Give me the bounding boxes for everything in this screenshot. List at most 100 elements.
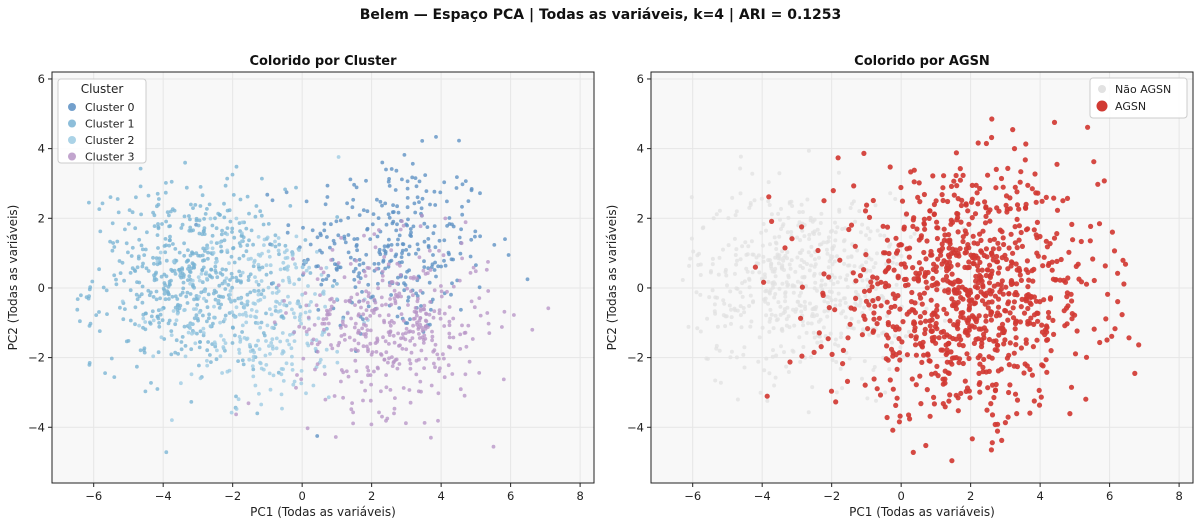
data-point-cluster2 bbox=[307, 265, 311, 270]
data-point-non_agsn bbox=[748, 293, 753, 298]
data-point-cluster0 bbox=[338, 218, 343, 223]
data-point-cluster3 bbox=[370, 308, 374, 313]
data-point-agsn bbox=[995, 281, 1001, 287]
data-point-cluster3 bbox=[441, 352, 445, 357]
data-point-cluster3 bbox=[437, 308, 442, 312]
data-point-cluster2 bbox=[253, 383, 258, 388]
data-point-cluster1 bbox=[198, 340, 203, 344]
data-point-cluster1 bbox=[87, 324, 92, 328]
y-tick-label: 2 bbox=[38, 211, 45, 225]
data-point-cluster1 bbox=[151, 255, 155, 260]
data-point-agsn bbox=[840, 361, 846, 367]
data-point-cluster1 bbox=[196, 223, 201, 228]
data-point-cluster2 bbox=[248, 349, 253, 354]
data-point-cluster3 bbox=[436, 418, 440, 423]
data-point-cluster1 bbox=[198, 329, 203, 334]
data-point-cluster0 bbox=[396, 275, 400, 280]
data-point-cluster0 bbox=[404, 248, 409, 252]
data-point-non_agsn bbox=[780, 249, 785, 254]
data-point-agsn bbox=[886, 258, 892, 264]
data-point-cluster1 bbox=[173, 322, 178, 327]
data-point-agsn bbox=[957, 356, 963, 362]
data-point-non_agsn bbox=[809, 355, 813, 359]
legend-box bbox=[57, 78, 147, 164]
data-point-cluster3 bbox=[365, 300, 370, 305]
data-point-cluster0 bbox=[477, 285, 482, 290]
data-point-non_agsn bbox=[843, 300, 848, 305]
data-point-agsn bbox=[964, 330, 970, 336]
data-point-cluster2 bbox=[190, 278, 195, 283]
data-point-cluster1 bbox=[182, 253, 187, 258]
data-point-cluster0 bbox=[360, 290, 364, 294]
data-point-cluster1 bbox=[201, 258, 205, 263]
data-point-non_agsn bbox=[856, 319, 861, 324]
data-point-non_agsn bbox=[770, 354, 775, 359]
data-point-cluster1 bbox=[184, 185, 189, 190]
data-point-cluster1 bbox=[270, 242, 274, 247]
data-point-agsn bbox=[829, 351, 835, 357]
data-point-non_agsn bbox=[734, 262, 739, 267]
data-point-cluster2 bbox=[208, 324, 213, 328]
data-point-cluster1 bbox=[241, 362, 246, 367]
data-point-cluster2 bbox=[309, 300, 313, 304]
data-point-cluster2 bbox=[268, 352, 272, 356]
data-point-cluster0 bbox=[387, 184, 392, 188]
data-point-cluster1 bbox=[75, 297, 80, 301]
data-point-cluster3 bbox=[304, 329, 309, 334]
data-point-cluster1 bbox=[167, 318, 172, 323]
data-point-non_agsn bbox=[697, 251, 701, 256]
data-point-cluster1 bbox=[197, 363, 201, 368]
data-point-cluster3 bbox=[484, 267, 489, 272]
data-point-cluster1 bbox=[256, 282, 261, 287]
data-point-cluster0 bbox=[393, 254, 398, 259]
data-point-cluster3 bbox=[467, 359, 472, 364]
data-point-non_agsn bbox=[891, 255, 896, 260]
data-point-cluster0 bbox=[474, 263, 478, 267]
data-point-cluster3 bbox=[380, 303, 384, 308]
data-point-agsn bbox=[895, 293, 901, 299]
data-point-cluster1 bbox=[247, 238, 251, 243]
data-point-cluster0 bbox=[394, 168, 399, 173]
data-point-cluster3 bbox=[392, 359, 396, 364]
data-point-agsn bbox=[922, 330, 928, 337]
data-point-agsn bbox=[861, 288, 868, 294]
data-point-cluster3 bbox=[398, 263, 402, 268]
data-point-agsn bbox=[904, 352, 911, 358]
data-point-cluster2 bbox=[290, 250, 295, 255]
data-point-non_agsn bbox=[749, 319, 754, 324]
data-point-agsn bbox=[1003, 202, 1009, 208]
data-point-agsn bbox=[1036, 402, 1043, 408]
data-point-cluster3 bbox=[353, 321, 358, 326]
data-point-non_agsn bbox=[832, 259, 837, 264]
data-point-non_agsn bbox=[838, 335, 843, 340]
data-point-non_agsn bbox=[757, 270, 762, 275]
data-point-agsn bbox=[960, 360, 966, 367]
data-point-non_agsn bbox=[758, 390, 763, 395]
data-point-non_agsn bbox=[783, 299, 788, 304]
data-point-cluster1 bbox=[143, 327, 148, 332]
data-point-non_agsn bbox=[759, 196, 764, 201]
data-point-agsn bbox=[985, 305, 991, 311]
data-point-non_agsn bbox=[774, 247, 779, 251]
data-point-non_agsn bbox=[723, 267, 728, 272]
data-point-agsn bbox=[1007, 195, 1013, 201]
x-tick-label: 6 bbox=[507, 489, 514, 503]
data-point-cluster2 bbox=[291, 382, 296, 387]
data-point-cluster1 bbox=[157, 321, 162, 325]
data-point-cluster1 bbox=[186, 278, 190, 282]
data-point-cluster2 bbox=[288, 333, 292, 337]
y-axis-title: PC2 (Todas as variáveis) bbox=[6, 205, 20, 351]
data-point-cluster3 bbox=[364, 332, 368, 336]
data-point-cluster1 bbox=[207, 316, 211, 321]
data-point-non_agsn bbox=[744, 266, 749, 271]
data-point-cluster3 bbox=[418, 316, 423, 320]
data-point-cluster0 bbox=[403, 283, 408, 287]
data-point-cluster2 bbox=[193, 341, 198, 346]
data-point-agsn bbox=[927, 318, 933, 324]
data-point-agsn bbox=[871, 310, 877, 316]
data-point-non_agsn bbox=[857, 303, 862, 308]
data-point-cluster1 bbox=[111, 241, 115, 245]
data-point-cluster0 bbox=[463, 179, 468, 184]
data-point-agsn bbox=[983, 246, 990, 252]
